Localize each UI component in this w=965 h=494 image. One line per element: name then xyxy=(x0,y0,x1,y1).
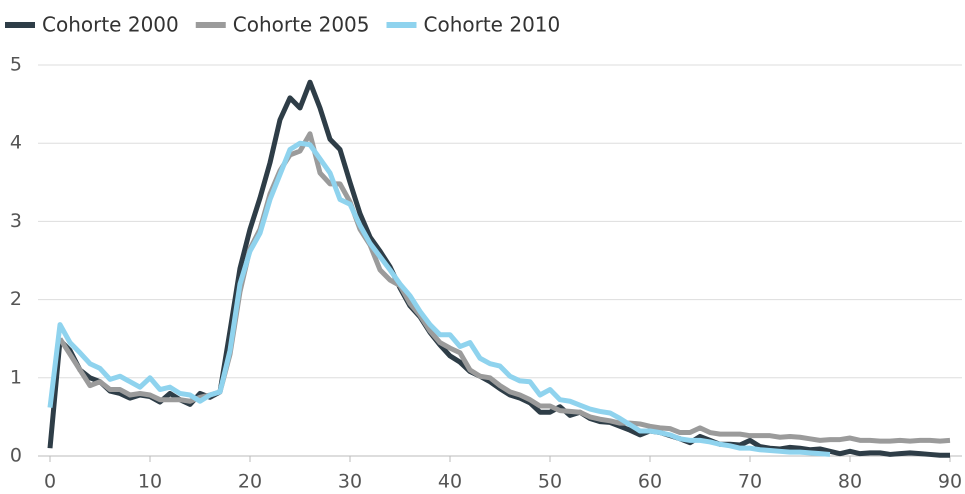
x-tick-label: 30 xyxy=(338,471,362,493)
legend-label: Cohorte 2000 xyxy=(42,13,179,37)
y-tick-label: 0 xyxy=(10,445,22,467)
y-tick-label: 2 xyxy=(10,288,22,310)
x-tick-label: 50 xyxy=(538,471,562,493)
y-tick-label: 1 xyxy=(10,366,22,388)
x-tick-label: 90 xyxy=(938,471,962,493)
x-tick-label: 60 xyxy=(638,471,662,493)
y-tick-label: 4 xyxy=(10,132,22,154)
x-tick-label: 10 xyxy=(138,471,162,493)
x-tick-label: 40 xyxy=(438,471,462,493)
legend-label: Cohorte 2005 xyxy=(233,13,370,37)
series-line xyxy=(47,140,831,457)
x-tick-label: 20 xyxy=(238,471,262,493)
y-tick-label: 5 xyxy=(10,54,22,76)
x-tick-label: 70 xyxy=(738,471,762,493)
series-line xyxy=(47,79,950,458)
x-tick-label: 0 xyxy=(44,471,56,493)
x-tick-label: 80 xyxy=(838,471,862,493)
legend-label: Cohorte 2010 xyxy=(424,13,561,37)
y-tick-label: 3 xyxy=(10,210,22,232)
